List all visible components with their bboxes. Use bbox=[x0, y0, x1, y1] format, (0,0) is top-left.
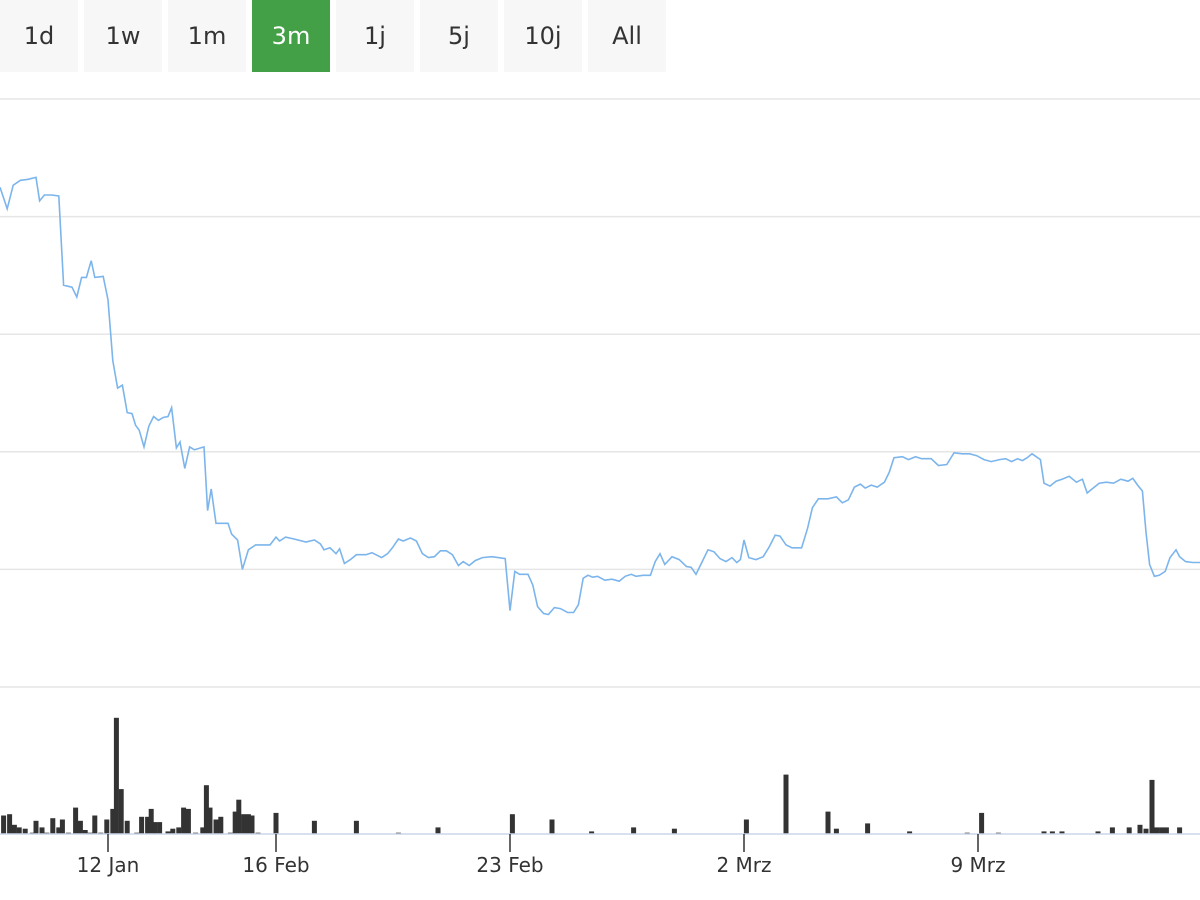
volume-bar bbox=[509, 814, 515, 834]
range-button-1w[interactable]: 1w bbox=[84, 0, 162, 72]
volume-bar bbox=[979, 812, 985, 834]
volume-bar bbox=[1137, 824, 1143, 834]
volume-bar bbox=[833, 828, 839, 834]
volume-bars bbox=[1, 717, 1183, 834]
x-tick-label: 9 Mrz bbox=[950, 853, 1005, 877]
volume-bar bbox=[1059, 831, 1065, 834]
volume-bar bbox=[113, 717, 119, 834]
volume-bar bbox=[1143, 828, 1149, 834]
volume-bar bbox=[1109, 827, 1115, 834]
volume-bar bbox=[589, 831, 595, 834]
x-tick-label: 16 Feb bbox=[242, 853, 309, 877]
price-line bbox=[0, 176, 1200, 616]
volume-bar bbox=[157, 822, 163, 834]
range-button-10j[interactable]: 10j bbox=[504, 0, 582, 72]
volume-bar bbox=[22, 828, 28, 834]
volume-bar bbox=[1095, 831, 1101, 834]
volume-bar bbox=[825, 811, 831, 834]
volume-bar bbox=[176, 827, 182, 834]
volume-bar bbox=[435, 827, 441, 834]
volume-bar bbox=[245, 814, 251, 834]
volume-bar bbox=[50, 818, 56, 834]
volume-bar bbox=[631, 827, 637, 834]
range-button-1j[interactable]: 1j bbox=[336, 0, 414, 72]
volume-bar bbox=[33, 820, 39, 834]
volume-bar bbox=[56, 827, 62, 834]
volume-bar bbox=[1163, 827, 1169, 834]
volume-bar bbox=[7, 814, 13, 834]
volume-bar bbox=[181, 807, 187, 834]
volume-bar bbox=[671, 828, 677, 834]
volume-bar bbox=[118, 789, 124, 834]
x-tick-label: 23 Feb bbox=[476, 853, 543, 877]
volume-bar bbox=[73, 807, 79, 834]
volume-bar bbox=[1049, 831, 1055, 834]
volume-bar bbox=[249, 815, 255, 834]
x-axis-ticks: 12 Jan 16 Feb 23 Feb 2 Mrz 9 Mrz bbox=[77, 834, 1006, 877]
volume-bar bbox=[1041, 831, 1047, 834]
grid-lines bbox=[0, 98, 1200, 688]
volume-bar bbox=[1154, 827, 1160, 834]
volume-bar bbox=[77, 820, 83, 834]
volume-bar bbox=[11, 824, 17, 834]
volume-bar bbox=[82, 830, 88, 834]
volume-bar bbox=[1, 815, 7, 834]
volume-bar bbox=[59, 819, 65, 834]
volume-bar bbox=[124, 820, 130, 834]
volume-bar bbox=[353, 820, 359, 834]
volume-bar bbox=[165, 831, 171, 834]
range-button-All[interactable]: All bbox=[588, 0, 666, 72]
volume-bar bbox=[1126, 827, 1132, 834]
volume-bar bbox=[148, 808, 154, 834]
volume-bar bbox=[549, 819, 555, 834]
volume-bar bbox=[145, 816, 151, 834]
volume-bar bbox=[241, 814, 247, 834]
volume-bar bbox=[273, 812, 279, 834]
x-tick-label: 2 Mrz bbox=[716, 853, 771, 877]
volume-bar bbox=[152, 822, 158, 834]
volume-bar bbox=[39, 827, 45, 834]
x-tick-label: 12 Jan bbox=[77, 853, 140, 877]
volume-bar bbox=[1177, 827, 1183, 834]
volume-bar bbox=[311, 820, 317, 834]
range-button-3m[interactable]: 3m bbox=[252, 0, 330, 72]
volume-bar bbox=[200, 827, 206, 834]
volume-bar bbox=[110, 808, 116, 834]
volume-bar bbox=[92, 815, 98, 834]
volume-bar bbox=[1159, 827, 1165, 834]
volume-bar bbox=[104, 819, 110, 834]
volume-bar bbox=[865, 823, 871, 834]
volume-bar bbox=[207, 807, 213, 834]
volume-bar bbox=[203, 785, 209, 834]
volume-bar bbox=[218, 816, 224, 834]
volume-bar bbox=[16, 827, 22, 834]
volume-bar bbox=[743, 819, 749, 834]
volume-bar bbox=[232, 811, 238, 834]
volume-bar bbox=[185, 808, 191, 834]
volume-bar bbox=[907, 831, 913, 834]
volume-bar bbox=[783, 774, 789, 834]
range-button-1d[interactable]: 1d bbox=[0, 0, 78, 72]
range-button-5j[interactable]: 5j bbox=[420, 0, 498, 72]
volume-bar bbox=[139, 816, 145, 834]
range-button-1m[interactable]: 1m bbox=[168, 0, 246, 72]
volume-bar bbox=[1149, 779, 1155, 834]
volume-bar bbox=[213, 819, 219, 834]
volume-bar bbox=[170, 828, 176, 834]
volume-bar bbox=[236, 799, 242, 834]
range-selector: 1d 1w 1m 3m 1j 5j 10j All bbox=[0, 0, 666, 72]
